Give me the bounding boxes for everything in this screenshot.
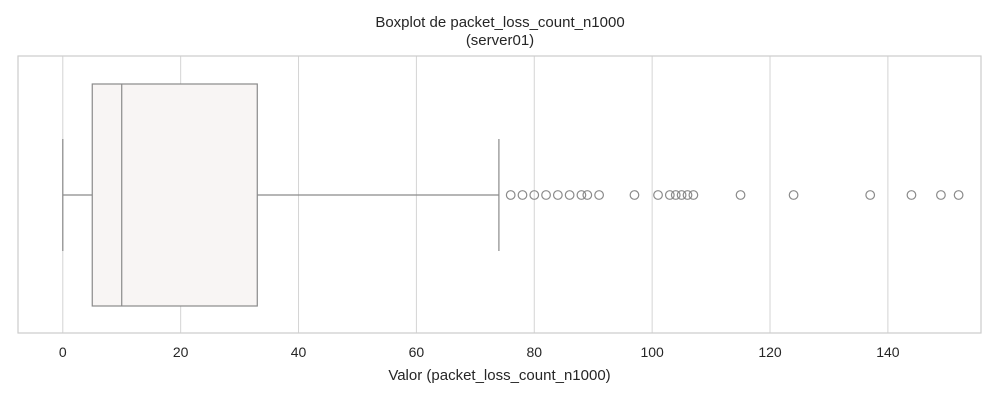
x-tick-label: 0 [59, 344, 67, 360]
chart-title: Boxplot de packet_loss_count_n1000 [375, 14, 625, 31]
outlier-point [682, 190, 693, 200]
outliers [505, 190, 964, 200]
outlier-point [653, 190, 663, 200]
outlier-point [517, 190, 528, 200]
outlier-point [541, 190, 551, 200]
outlier-point [906, 190, 917, 200]
outlier-point [552, 190, 563, 200]
box-plot [62, 83, 500, 307]
x-tick-label: 120 [758, 344, 782, 360]
x-tick-label: 40 [291, 344, 307, 360]
x-tick-label: 100 [640, 344, 664, 360]
outlier-point [629, 190, 640, 200]
outlier-point [670, 190, 681, 200]
outlier-point [788, 190, 799, 200]
outlier-point [529, 190, 540, 200]
outlier-point [953, 190, 964, 200]
plot-frame [17, 55, 982, 334]
outlier-point [582, 190, 593, 200]
chart-title-block: Boxplot de packet_loss_count_n1000 (serv… [0, 14, 1000, 50]
outlier-point [735, 190, 746, 200]
x-axis-label: Valor (packet_loss_count_n1000) [388, 367, 610, 384]
x-tick-label: 140 [876, 344, 900, 360]
outlier-point [564, 190, 575, 200]
chart-subtitle: (server01) [465, 32, 535, 49]
outlier-point [688, 190, 699, 200]
outlier-point [676, 190, 687, 200]
x-tick-label: 60 [409, 344, 425, 360]
iqr-box [91, 83, 258, 307]
outlier-point [865, 190, 876, 200]
x-tick-label: 20 [173, 344, 189, 360]
outlier-point [936, 190, 946, 200]
outlier-point [594, 190, 605, 200]
outlier-point [664, 190, 675, 200]
x-axis-ticks: 0 20 40 60 80 100 120 140 [59, 344, 900, 360]
x-tick-label: 80 [526, 344, 542, 360]
outlier-point [576, 190, 587, 200]
outlier-point [505, 190, 516, 200]
